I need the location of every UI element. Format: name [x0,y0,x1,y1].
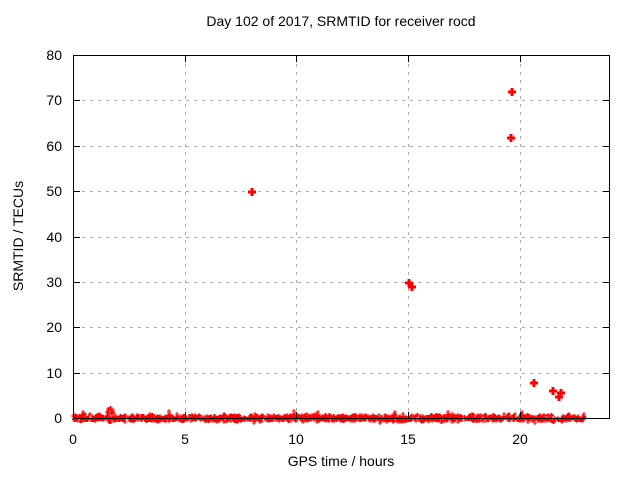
y-tick-label: 10 [46,365,62,381]
data-point [248,188,256,196]
x-tick-label: 5 [181,431,189,447]
data-point [408,283,416,291]
x-tick-label: 20 [512,431,528,447]
data-point [507,134,515,142]
data-point [530,379,538,387]
y-tick-label: 50 [46,183,62,199]
x-tick-label: 0 [69,431,77,447]
data-point [508,88,516,96]
x-tick-label: 15 [400,431,416,447]
y-tick-label: 20 [46,319,62,335]
x-tick-label: 10 [288,431,304,447]
chart-title: Day 102 of 2017, SRMTID for receiver roc… [206,13,476,29]
plot-border [73,55,610,419]
data-point [555,393,563,401]
y-tick-label: 0 [54,410,62,426]
grid-lines [74,56,608,417]
y-tick-label: 80 [46,47,62,63]
baseline-band [71,406,587,425]
x-axis-label: GPS time / hours [287,453,395,469]
tick-marks [73,55,609,419]
y-tick-label: 70 [46,92,62,108]
y-tick-label: 60 [46,138,62,154]
y-tick-label: 40 [46,229,62,245]
y-tick-label: 30 [46,274,62,290]
data-point [549,387,557,395]
